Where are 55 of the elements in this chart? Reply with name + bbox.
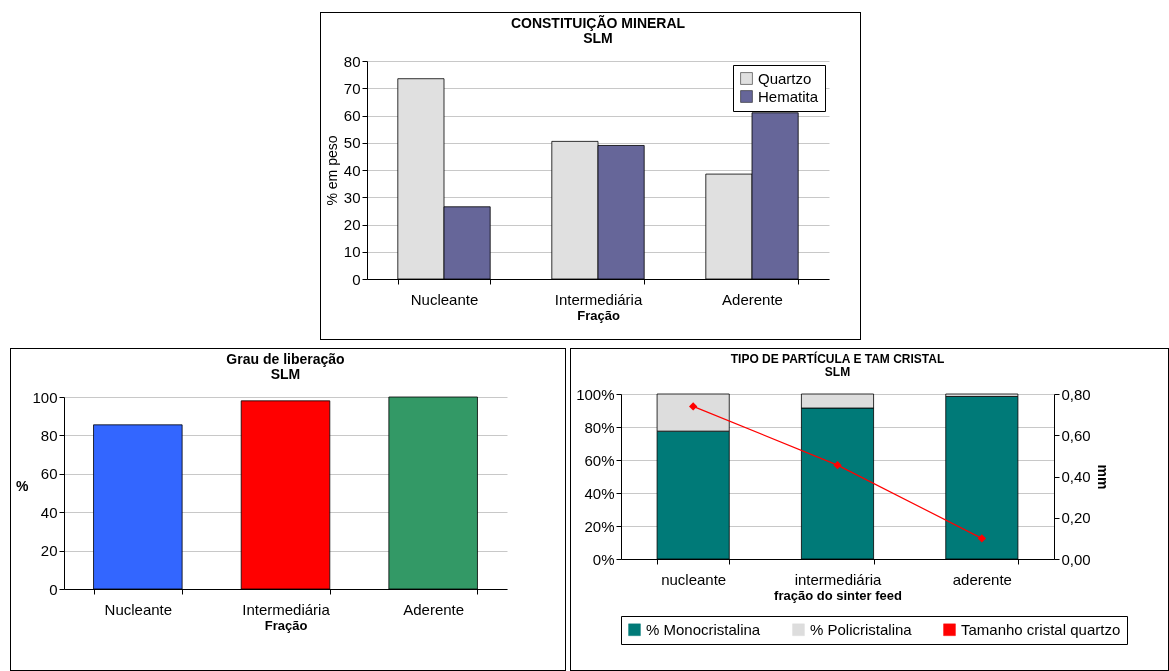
x-tick-label: Aderente (403, 600, 465, 618)
chart-title: Grau de liberação (226, 351, 345, 367)
chart-title: TIPO DE PARTÍCULA E TAM CRISTAL (730, 351, 945, 366)
y2-tick-label: 0,60 (1061, 426, 1091, 444)
legend-label: Quartzo (758, 69, 812, 87)
y-tick-label: 70 (343, 79, 361, 97)
y-tick-label: 50 (343, 134, 361, 152)
y2-tick-label: 0,40 (1061, 468, 1091, 485)
y-axis-title: % (16, 477, 30, 494)
y-tick-label: 40% (584, 484, 615, 502)
legend-label: Hematita (758, 87, 819, 105)
y-tick-label: 0% (592, 550, 615, 568)
x-tick-label: Nucleante (104, 600, 173, 618)
y-tick-label: 10 (343, 243, 361, 261)
point (688, 402, 698, 411)
x-tick-label: Intermediária (554, 290, 643, 308)
chart-subtitle: SLM (824, 365, 851, 379)
y-tick-label: 60 (343, 107, 361, 124)
y-tick-label: 40 (40, 503, 58, 521)
legend-label: % Monocristalina (646, 620, 761, 638)
y2-tick-label: 0,20 (1061, 509, 1091, 527)
y2-tick-label: 0,00 (1061, 550, 1091, 568)
x-axis-title: fração do sinter feed (774, 587, 902, 603)
y-tick-label: 60 (40, 465, 58, 483)
y-tick-label: 0 (352, 270, 361, 288)
x-tick-label: Aderente (722, 290, 783, 308)
legend-label: % Policristalina (810, 620, 913, 638)
y2-axis-title: mm (1094, 464, 1111, 490)
y2-tick-label: 0,80 (1061, 385, 1091, 403)
x-tick-label: Nucleante (410, 290, 479, 308)
y-tick-label: 100% (576, 385, 615, 403)
y-tick-label: 30 (343, 188, 361, 206)
x-axis-title: Fração (264, 617, 308, 633)
x-tick-label: Intermediária (242, 600, 331, 618)
chart-subtitle: SLM (583, 30, 613, 46)
y-tick-label: 100 (32, 388, 58, 406)
point (977, 534, 987, 543)
x-tick-label: nucleante (661, 570, 727, 588)
y-tick-label: 20 (40, 542, 58, 560)
y-tick-label: 60% (584, 451, 615, 469)
y-tick-label: 80 (343, 52, 361, 70)
x-tick-label: aderente (952, 570, 1012, 588)
legend-label: Tamanho cristal quartzo (961, 620, 1121, 638)
chart-title: CONSTITUIÇÃO MINERAL (510, 14, 686, 31)
y-tick-label: 80% (584, 418, 615, 436)
x-axis-title: Fração (577, 307, 620, 323)
y-tick-label: 20 (343, 216, 361, 233)
y-axis-title: % em peso (323, 135, 340, 206)
y-tick-label: 40 (343, 161, 361, 179)
y-tick-label: 80 (40, 426, 58, 444)
y-tick-label: 20% (584, 517, 615, 535)
chart-subtitle: SLM (270, 366, 301, 382)
x-tick-label: intermediária (794, 570, 882, 588)
point (833, 460, 842, 470)
y-tick-label: 0 (49, 580, 58, 598)
